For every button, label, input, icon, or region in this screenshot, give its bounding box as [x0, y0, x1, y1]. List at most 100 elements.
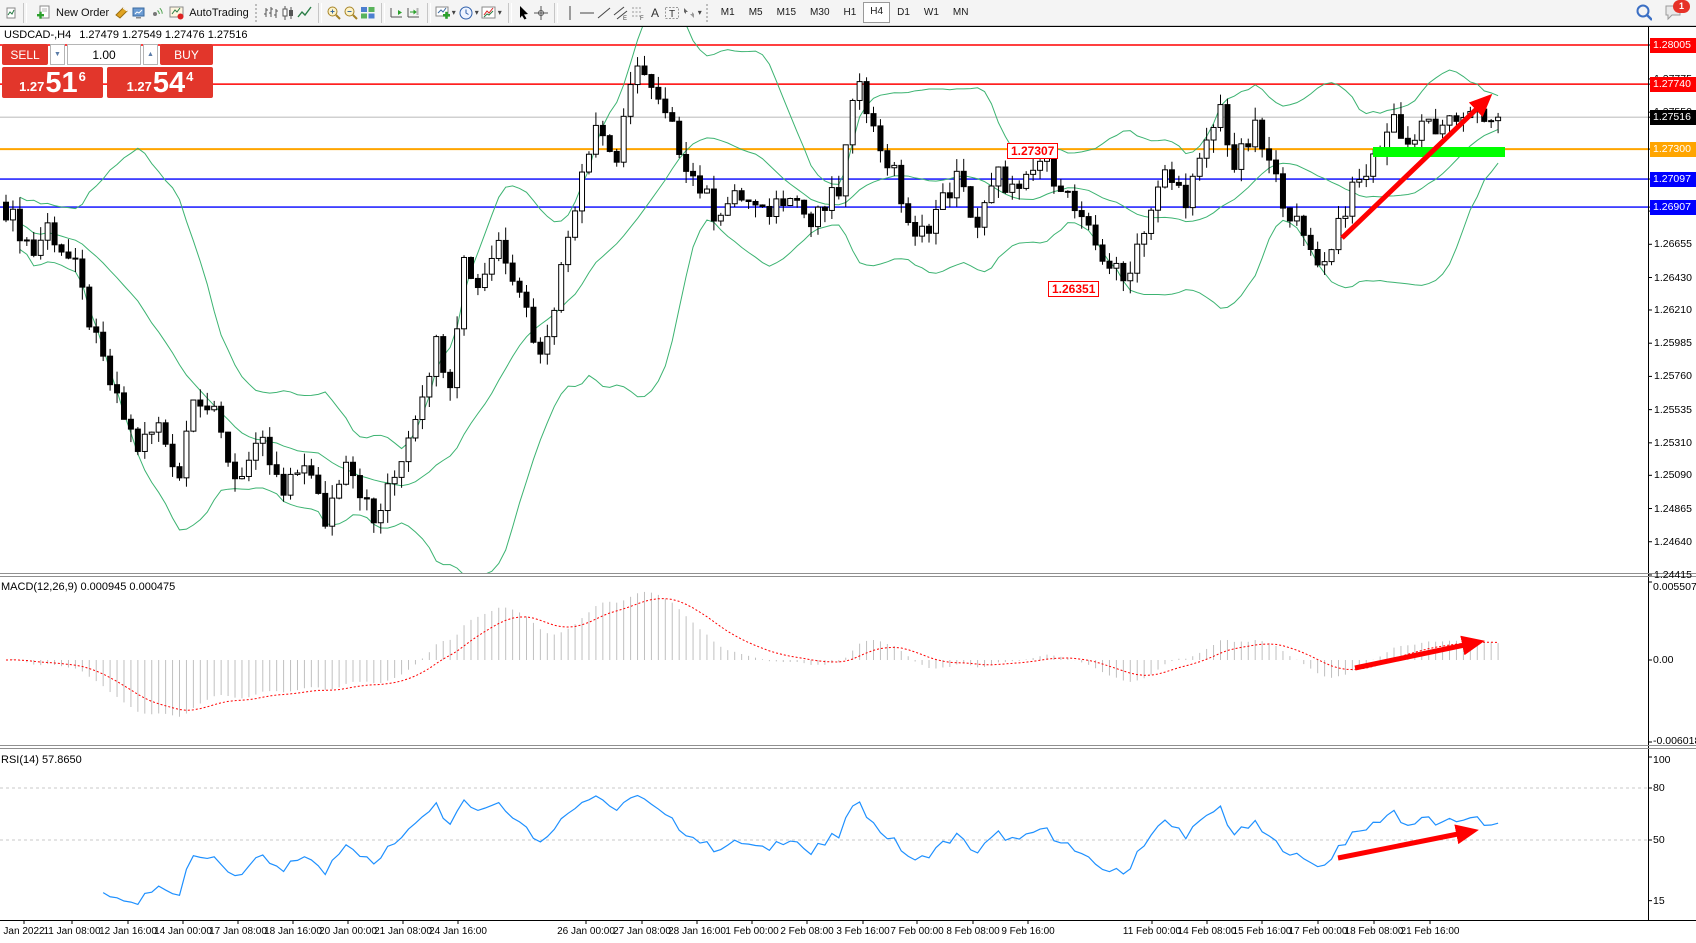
trend-arrow-main[interactable]	[1340, 93, 1493, 240]
price-tick-label: 1.26655	[1654, 238, 1692, 251]
timeframe-button-M15[interactable]: M15	[776, 7, 797, 18]
zoom-in-icon[interactable]	[326, 4, 343, 21]
price-tick-label: 1.25535	[1654, 403, 1692, 416]
notifications-button[interactable]: 1	[1664, 0, 1690, 22]
text-tool-icon[interactable]: A	[647, 4, 664, 21]
signal-icon[interactable]	[147, 4, 164, 21]
chart-window-icon[interactable]	[2, 4, 19, 21]
rsi-axis-label: 100	[1653, 754, 1671, 766]
fibonacci-tool-icon[interactable]: F	[630, 4, 647, 21]
arrows-dropdown-caret[interactable]: ▾	[697, 8, 702, 17]
time-axis-label: 11 Feb 00:00	[1122, 926, 1182, 937]
crosshair-icon[interactable]	[533, 4, 550, 21]
price-tick-label: 1.25985	[1654, 337, 1692, 350]
cursor-icon[interactable]	[516, 4, 533, 21]
highlight-zone[interactable]	[1373, 147, 1505, 157]
main-pane[interactable]	[0, 0, 1648, 576]
bar-chart-icon[interactable]	[263, 4, 280, 21]
vertical-line-tool-icon[interactable]	[562, 4, 579, 21]
channel-tool-icon[interactable]: E	[613, 4, 630, 21]
timeframe-button-W1[interactable]: W1	[923, 7, 939, 18]
search-icon[interactable]	[1635, 4, 1652, 21]
zoom-out-icon[interactable]	[343, 4, 360, 21]
volume-decrease-button[interactable]: ▼	[50, 44, 65, 65]
indicators-dropdown-caret[interactable]: ▾	[451, 8, 456, 17]
price-badge: 1.27300	[1650, 141, 1696, 157]
macd-signal-line	[5, 598, 1499, 711]
volume-increase-button[interactable]: ▲	[143, 44, 158, 65]
timeframe-button-M30[interactable]: M30	[810, 7, 830, 18]
trendline-tool-icon[interactable]	[596, 4, 613, 21]
toolbar-separator	[553, 2, 558, 23]
time-axis-label: 26 Jan 00:00	[557, 926, 615, 937]
timeframe-button-H1[interactable]: H1	[843, 7, 857, 18]
macd-pane[interactable]	[5, 591, 1499, 717]
auto-scroll-icon[interactable]	[389, 4, 406, 21]
label-tool-icon[interactable]: T	[664, 4, 681, 21]
ohlc-values: 1.27479 1.27549 1.27476 1.27516	[79, 29, 248, 41]
arrows-tool-icon[interactable]	[681, 4, 698, 21]
periods-icon[interactable]	[458, 4, 475, 21]
rsi-pane[interactable]	[0, 787, 1648, 906]
time-axis-label: 17 Feb 00:00	[1288, 926, 1348, 937]
candlestick-icon[interactable]	[280, 4, 297, 21]
rsi-axis-label: 50	[1653, 833, 1665, 846]
one-click-trading-panel: SELL ▼ 1.00 ▲ BUY 1.27 51 6 1.27 54 4	[2, 44, 213, 98]
price-tick-label: 1.24865	[1654, 502, 1692, 515]
templates-dropdown-caret[interactable]: ▾	[497, 8, 502, 17]
timeframe-button-M5[interactable]: M5	[748, 7, 763, 18]
templates-icon[interactable]	[481, 4, 498, 21]
price-badge: 1.28005	[1650, 37, 1696, 53]
new-order-label: New Order	[56, 6, 110, 19]
time-axis-label: 21 Feb 16:00	[1400, 926, 1460, 937]
terminal-icon[interactable]	[130, 4, 147, 21]
volume-input[interactable]: 1.00	[67, 44, 141, 65]
price-tick-label: 1.24640	[1654, 535, 1692, 548]
timeframe-button-D1[interactable]: D1	[897, 7, 910, 18]
time-axis-label: 8 Feb 08:00	[946, 926, 1000, 937]
journal-icon[interactable]	[113, 4, 130, 21]
time-axis-label: 17 Jan 08:00	[209, 926, 267, 937]
price-badge: 1.26907	[1650, 199, 1696, 215]
horizontal-line-tool-icon[interactable]	[579, 4, 596, 21]
timeframe-button-M1[interactable]: M1	[720, 7, 735, 18]
toolbar: New Order AutoTrading ▾ ▾ ▾ E	[0, 0, 1696, 26]
timeframe-button-H4[interactable]: H4	[863, 2, 891, 23]
timeframe-button-MN[interactable]: MN	[952, 7, 969, 18]
price-annotation-label[interactable]: 1.27307	[1007, 143, 1059, 159]
time-axis-label: 15 Feb 16:00	[1232, 926, 1292, 937]
svg-text:T: T	[669, 9, 675, 20]
time-axis-label: 18 Feb 08:00	[1344, 926, 1404, 937]
periods-dropdown-caret[interactable]: ▾	[474, 8, 479, 17]
new-order-button[interactable]: New Order	[31, 2, 113, 24]
sell-price-display[interactable]: 1.27 51 6	[2, 67, 103, 98]
chart-shift-icon[interactable]	[406, 4, 423, 21]
time-axis-label: 9 Feb 16:00	[1001, 926, 1055, 937]
svg-text:F: F	[640, 16, 644, 21]
sell-button[interactable]: SELL	[2, 44, 48, 65]
rsi-line	[102, 794, 1499, 906]
buy-price-display[interactable]: 1.27 54 4	[107, 67, 213, 98]
tile-windows-icon[interactable]	[360, 4, 377, 21]
time-axis-label: 20 Jan 00:00	[319, 926, 377, 937]
price-tick-label: 1.25310	[1654, 436, 1692, 449]
autotrading-button[interactable]: AutoTrading	[164, 2, 253, 24]
price-annotation-label[interactable]: 1.26351	[1048, 281, 1100, 297]
time-axis-label: 24 Jan 16:00	[429, 926, 487, 937]
line-chart-icon[interactable]	[297, 4, 314, 21]
macd-label: MACD(12,26,9) 0.000945 0.000475	[1, 581, 176, 593]
macd-axis-label: -0.006018	[1653, 735, 1696, 747]
rsi-label: RSI(14) 57.8650	[1, 754, 82, 766]
price-tick-label: 1.26210	[1654, 303, 1692, 316]
time-axis-label: Jan 2022	[3, 926, 45, 937]
symbol-period-label: USDCAD-,H4	[4, 29, 72, 41]
price-tick-label: 1.26430	[1654, 271, 1692, 284]
buy-button[interactable]: BUY	[160, 44, 213, 65]
time-axis-label: 27 Jan 08:00	[613, 926, 671, 937]
svg-text:E: E	[623, 16, 627, 21]
indicators-icon[interactable]	[435, 4, 452, 21]
autotrading-label: AutoTrading	[189, 6, 249, 19]
trend-arrow-macd[interactable]	[1354, 635, 1485, 671]
trend-arrow-rsi[interactable]	[1337, 824, 1479, 861]
